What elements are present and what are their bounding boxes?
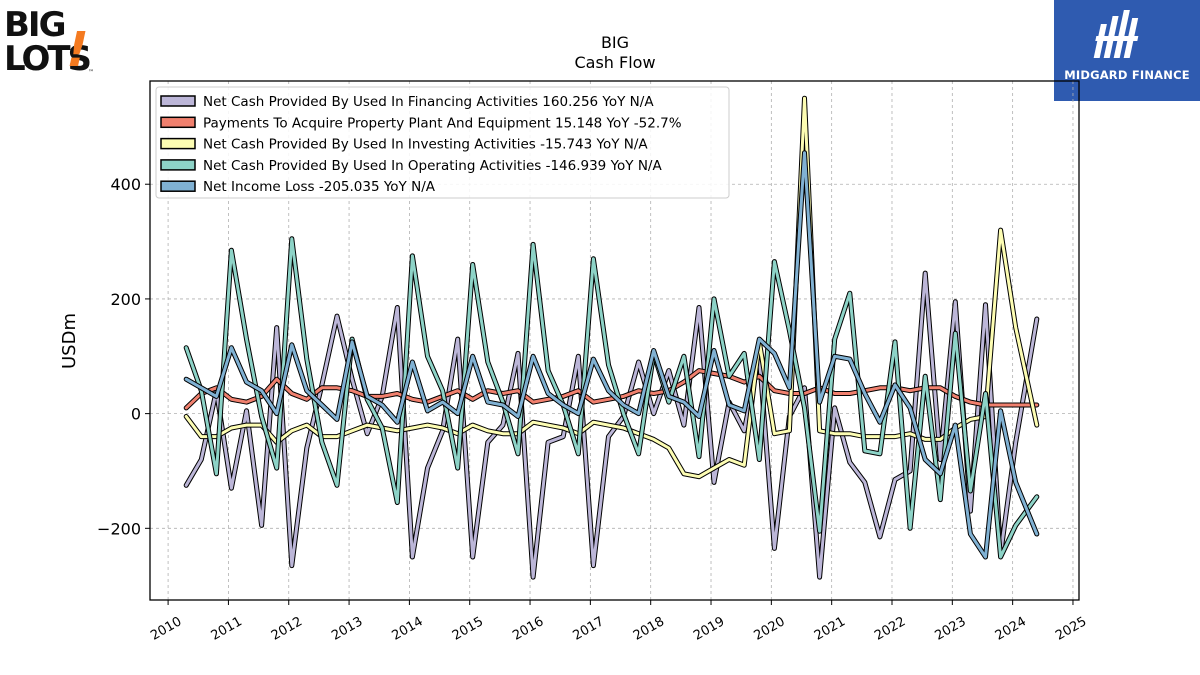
logo-line-1: BIG: [4, 5, 65, 45]
midgard-finance-logo: MIDGARD FINANCE: [1054, 0, 1200, 101]
y-tick-label: 400: [110, 175, 141, 194]
chart-title: BIG: [601, 33, 629, 52]
x-tick-label: 2014: [390, 614, 426, 644]
legend-entry: Net Cash Provided By Used In Investing A…: [203, 137, 648, 153]
legend-box: [155, 86, 730, 199]
x-tick-label: 2022: [872, 614, 908, 644]
x-tick-label: 2010: [148, 614, 184, 644]
y-axis: −200 0 200 400: [97, 175, 150, 538]
series-path: [184, 237, 1039, 559]
partner-name: MIDGARD FINANCE: [1064, 68, 1190, 82]
series-path: [184, 271, 1039, 579]
legend-entry: Net Cash Provided By Used In Operating A…: [203, 158, 662, 174]
x-tick-label: 2012: [269, 614, 305, 644]
x-tick-label: 2025: [1053, 614, 1089, 644]
series-line-2: [183, 95, 1040, 480]
legend-swatch: [160, 180, 196, 192]
legend-swatch: [160, 159, 196, 171]
y-tick-label: 0: [131, 405, 141, 424]
x-tick-label: 2013: [329, 614, 365, 644]
legend-swatch: [160, 137, 196, 150]
x-tick-label: 2020: [752, 614, 788, 644]
logo-line-2: LOTS: [4, 39, 90, 76]
x-tick-label: 2019: [691, 614, 727, 644]
series-line-4: [183, 150, 1040, 560]
x-axis: 2010 2011 2012 2013 2014 2015 2016 2017 2018 2019…: [148, 600, 1089, 644]
legend-entry: Payments To Acquire Property Plant And E…: [203, 115, 682, 131]
series-line-3: [183, 236, 1040, 560]
series-line-0: [183, 270, 1040, 580]
x-tick-label: 2015: [450, 614, 486, 644]
series-path: [184, 96, 1039, 479]
legend-swatch: [160, 116, 196, 129]
legend-swatch: [160, 95, 196, 107]
y-tick-label: −200: [97, 519, 141, 538]
series-path: [184, 151, 1039, 559]
x-tick-label: 2018: [631, 614, 667, 644]
x-tick-label: 2024: [993, 614, 1029, 644]
y-tick-label: 200: [110, 290, 141, 309]
legend-entry: Net Income Loss -205.035 YoY N/A: [203, 179, 436, 195]
chart-subtitle: Cash Flow: [574, 53, 655, 72]
legend-entry: Net Cash Provided By Used In Financing A…: [203, 94, 654, 110]
legend: Net Cash Provided By Used In Financing A…: [155, 86, 730, 199]
series-layer: [183, 95, 1040, 580]
x-tick-label: 2017: [571, 614, 607, 644]
plot-frame: [149, 80, 1080, 601]
midgard-emblem-icon: [1093, 10, 1139, 58]
x-tick-label: 2011: [209, 614, 245, 644]
y-axis-label: USDm: [59, 313, 80, 369]
logo-trademark: ™: [88, 69, 94, 76]
x-tick-label: 2021: [812, 614, 848, 644]
x-tick-label: 2016: [510, 614, 546, 644]
x-tick-label: 2023: [932, 614, 968, 644]
big-lots-logo: BIG LOTS ! ™: [4, 5, 94, 76]
